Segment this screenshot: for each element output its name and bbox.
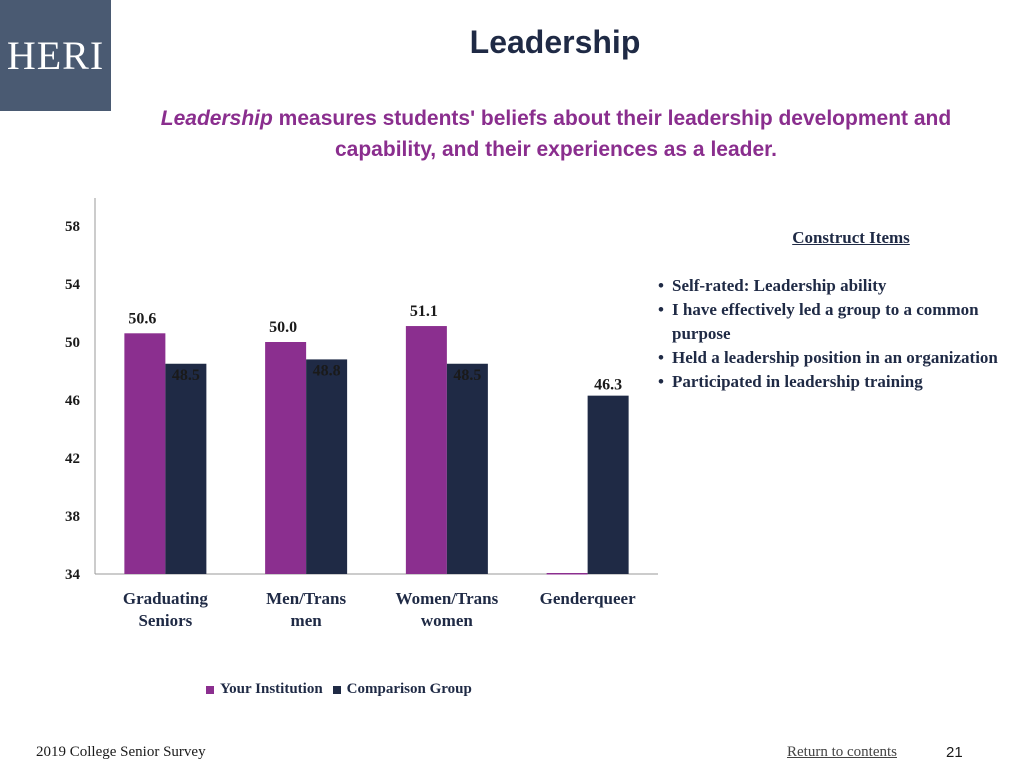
subtitle-text: measures students' beliefs about their l… [272, 107, 952, 161]
page-title: Leadership [469, 24, 641, 60]
legend-label: Your Institution [220, 681, 323, 697]
construct-item: Self-rated: Leadership ability [655, 274, 1015, 298]
bar-comparison-group [306, 359, 348, 574]
construct-item: Held a leadership position in an organiz… [655, 346, 1015, 370]
bar-comparison-group [587, 395, 629, 574]
construct-item: Participated in leadership training [655, 370, 1015, 394]
x-tick-label: Seniors [138, 611, 192, 630]
x-tick-label: Graduating [123, 589, 209, 608]
bar-your-institution [405, 326, 447, 574]
data-label: 51.1 [410, 303, 438, 320]
construct-items-panel: Construct Items Self-rated: Leadership a… [655, 228, 1015, 394]
x-tick-label: Genderqueer [540, 589, 636, 608]
data-label: 46.3 [594, 377, 622, 394]
data-label: 48.8 [313, 362, 341, 379]
y-tick-label: 42 [65, 451, 80, 467]
data-label: 50.0 [269, 319, 297, 336]
heri-logo: HERI [0, 0, 111, 111]
construct-item: I have effectively led a group to a comm… [655, 298, 1015, 346]
x-tick-label: men [291, 611, 323, 630]
bar-comparison-group [446, 363, 488, 574]
bar-your-institution [546, 573, 588, 575]
y-tick-label: 34 [65, 567, 81, 583]
bar-your-institution [124, 333, 166, 574]
x-tick-label: women [421, 611, 473, 630]
x-tick-label: Women/Trans [396, 589, 499, 608]
y-tick-label: 54 [65, 277, 81, 293]
page-subtitle: Leadership measures students' beliefs ab… [118, 103, 994, 165]
y-tick-label: 50 [65, 335, 80, 351]
y-tick-label: 46 [65, 393, 81, 409]
data-label: 48.5 [172, 367, 200, 384]
legend-item-comparison-group: Comparison Group [332, 681, 472, 698]
legend-item-your-institution: Your Institution [206, 681, 323, 698]
return-to-contents-link[interactable]: Return to contents [787, 744, 897, 760]
x-tick-label: Men/Trans [266, 589, 346, 608]
construct-heading: Construct Items [792, 228, 910, 247]
y-tick-label: 58 [65, 219, 80, 235]
bar-comparison-group [165, 363, 207, 574]
chart-legend: Your Institution Comparison Group [206, 681, 472, 698]
y-tick-label: 38 [65, 509, 80, 525]
legend-label: Comparison Group [346, 681, 472, 697]
data-label: 48.5 [453, 367, 481, 384]
data-label: 50.6 [128, 310, 156, 327]
subtitle-emphasis: Leadership [160, 107, 273, 130]
logo-text: HERI [6, 33, 105, 78]
legend-swatch [332, 685, 341, 694]
survey-name: 2019 College Senior Survey [36, 744, 206, 760]
construct-list: Self-rated: Leadership ability I have ef… [655, 274, 1015, 394]
bar-your-institution [265, 342, 307, 574]
page-number: 21 [946, 744, 963, 761]
legend-swatch [206, 685, 214, 694]
